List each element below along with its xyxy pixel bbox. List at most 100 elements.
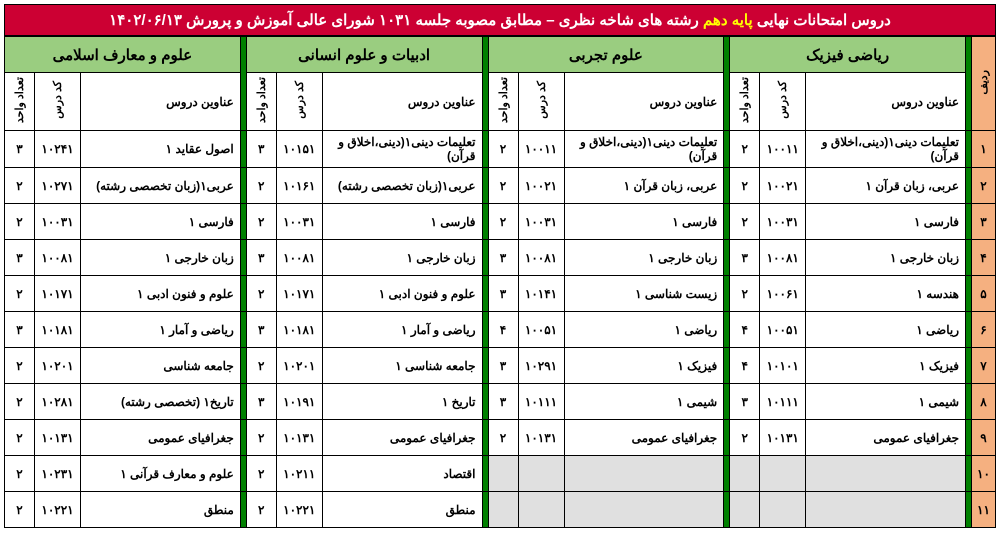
sep <box>482 276 488 312</box>
course-name: تعلیمات دینی۱(دینی،اخلاق و قرآن) <box>564 131 724 168</box>
course-name: ریاضی ۱ <box>806 312 966 348</box>
course-credits: ۲ <box>5 348 35 384</box>
course-code: ۱۰۱۳۱ <box>276 420 322 456</box>
table-row: ۳فارسی ۱۱۰۰۳۱۲فارسی ۱۱۰۰۳۱۲فارسی ۱۱۰۰۳۱۲… <box>5 204 996 240</box>
sep <box>966 348 972 384</box>
course-code: ۱۰۲۱۱ <box>276 456 322 492</box>
course-credits: ۲ <box>246 348 276 384</box>
course-credits: ۴ <box>730 312 760 348</box>
course-code: ۱۰۲۸۱ <box>35 384 81 420</box>
course-name: هندسه ۱ <box>806 276 966 312</box>
course-name: زیست شناسی ۱ <box>564 276 724 312</box>
table-row: ۵هندسه ۱۱۰۰۶۱۲زیست شناسی ۱۱۰۱۴۱۳علوم و ف… <box>5 276 996 312</box>
course-name: منطق <box>322 492 482 528</box>
course-credits: ۲ <box>246 168 276 204</box>
course-name: علوم و فنون ادبی ۱ <box>81 276 241 312</box>
course-credits: ۳ <box>730 384 760 420</box>
course-credits: ۲ <box>730 276 760 312</box>
subhead-cr-2: تعداد واحد <box>246 73 276 131</box>
course-code <box>518 492 564 528</box>
course-credits: ۲ <box>5 384 35 420</box>
title-post: رشته های شاخه نظری – مطابق مصوبه جلسه ۱۰… <box>109 12 703 29</box>
course-code: ۱۰۰۵۱ <box>518 312 564 348</box>
course-name <box>806 456 966 492</box>
course-credits: ۳ <box>5 312 35 348</box>
course-code: ۱۰۰۱۱ <box>760 131 806 168</box>
course-name: زبان خارجی ۱ <box>81 240 241 276</box>
subhead-cr-0: تعداد واحد <box>730 73 760 131</box>
course-code: ۱۰۱۵۱ <box>276 131 322 168</box>
sep <box>240 348 246 384</box>
course-name <box>806 492 966 528</box>
row-number: ۹ <box>972 420 996 456</box>
sep <box>482 240 488 276</box>
course-code: ۱۰۲۳۱ <box>35 456 81 492</box>
course-code: ۱۰۲۴۱ <box>35 131 81 168</box>
group-head-1: علوم تجربی <box>488 37 724 73</box>
course-credits <box>488 492 518 528</box>
sep <box>482 420 488 456</box>
course-credits: ۳ <box>730 240 760 276</box>
course-code: ۱۰۱۳۱ <box>35 420 81 456</box>
sep <box>482 492 488 528</box>
sep <box>724 420 730 456</box>
course-code: ۱۰۰۲۱ <box>760 168 806 204</box>
course-code: ۱۰۰۳۱ <box>518 204 564 240</box>
course-code: ۱۰۲۲۱ <box>35 492 81 528</box>
sep <box>240 131 246 168</box>
sep <box>240 276 246 312</box>
course-credits: ۲ <box>730 131 760 168</box>
course-name: اصول عقاید ۱ <box>81 131 241 168</box>
course-code: ۱۰۲۲۱ <box>276 492 322 528</box>
sep <box>482 168 488 204</box>
course-credits: ۳ <box>246 240 276 276</box>
sep <box>966 276 972 312</box>
course-code: ۱۰۱۴۱ <box>518 276 564 312</box>
sep <box>482 384 488 420</box>
table-row: ۱تعلیمات دینی۱(دینی،اخلاق و قرآن)۱۰۰۱۱۲ت… <box>5 131 996 168</box>
course-credits: ۲ <box>5 420 35 456</box>
group-head-2: ادبیات و علوم انسانی <box>246 37 482 73</box>
course-credits: ۳ <box>488 276 518 312</box>
table-row: ۶ریاضی ۱۱۰۰۵۱۴ریاضی ۱۱۰۰۵۱۴ریاضی و آمار … <box>5 312 996 348</box>
course-credits: ۴ <box>488 312 518 348</box>
title-pre: دروس امتحانات نهایی <box>753 12 891 29</box>
group-head-3: علوم و معارف اسلامی <box>5 37 241 73</box>
subhead-code-1: کد درس <box>518 73 564 131</box>
row-number: ۵ <box>972 276 996 312</box>
course-credits: ۲ <box>246 456 276 492</box>
course-credits: ۳ <box>488 348 518 384</box>
sep <box>966 168 972 204</box>
subhead-code-2: کد درس <box>276 73 322 131</box>
title-bar: دروس امتحانات نهایی پایه دهم رشته های شا… <box>4 4 996 36</box>
subhead-code-0: کد درس <box>760 73 806 131</box>
course-code: ۱۰۱۷۱ <box>35 276 81 312</box>
course-credits: ۲ <box>488 420 518 456</box>
course-code: ۱۰۰۲۱ <box>518 168 564 204</box>
title-highlight: پایه دهم <box>703 12 753 29</box>
course-credits: ۳ <box>5 131 35 168</box>
subhead-name-0: عناوین دروس <box>806 73 966 131</box>
course-name: فارسی ۱ <box>806 204 966 240</box>
course-code: ۱۰۰۵۱ <box>760 312 806 348</box>
table-row: ۲عربی، زبان قرآن ۱۱۰۰۲۱۲عربی، زبان قرآن … <box>5 168 996 204</box>
course-name: ریاضی و آمار ۱ <box>322 312 482 348</box>
course-name: فارسی ۱ <box>322 204 482 240</box>
course-credits: ۲ <box>246 204 276 240</box>
course-credits: ۳ <box>488 384 518 420</box>
course-code <box>760 456 806 492</box>
subhead-row: عناوین دروس کد درس تعداد واحد عناوین درو… <box>5 73 996 131</box>
sep <box>966 240 972 276</box>
subhead-name-3: عناوین دروس <box>81 73 241 131</box>
course-credits: ۳ <box>246 384 276 420</box>
sep <box>482 348 488 384</box>
course-name: عربی۱(زبان تخصصی رشته) <box>81 168 241 204</box>
course-code: ۱۰۰۳۱ <box>760 204 806 240</box>
row-number: ۶ <box>972 312 996 348</box>
course-credits: ۲ <box>488 131 518 168</box>
table-row: ۴زبان خارجی ۱۱۰۰۸۱۳زبان خارجی ۱۱۰۰۸۱۳زبا… <box>5 240 996 276</box>
row-number: ۱ <box>972 131 996 168</box>
course-name: ریاضی ۱ <box>564 312 724 348</box>
course-credits <box>730 456 760 492</box>
course-code: ۱۰۱۳۱ <box>760 420 806 456</box>
